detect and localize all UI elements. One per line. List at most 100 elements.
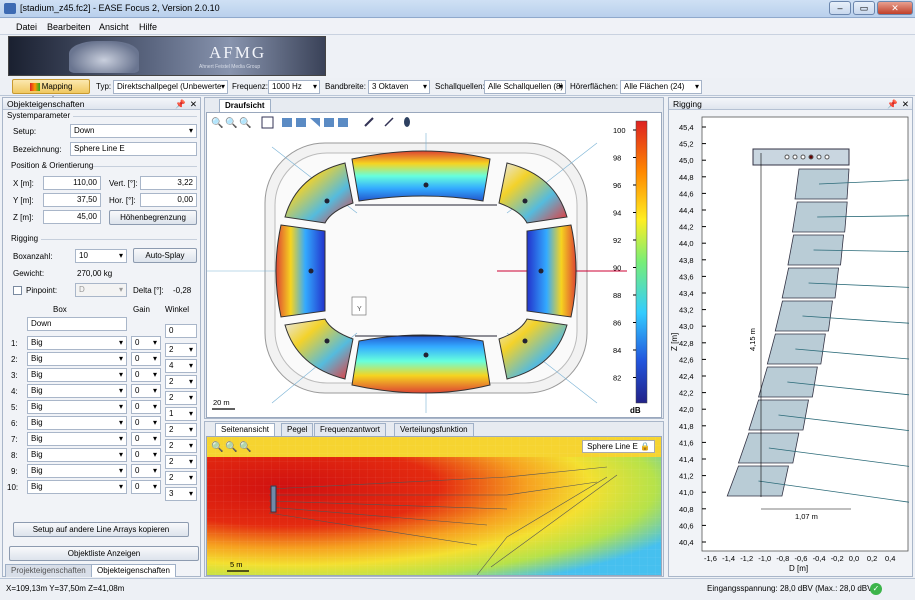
vert-input[interactable]: 3,22 bbox=[140, 176, 197, 190]
rig-row-gain-select[interactable]: 0 bbox=[131, 480, 161, 494]
objektliste-button[interactable]: Objektliste Anzeigen bbox=[9, 546, 199, 561]
svg-text:🔍: 🔍 bbox=[239, 440, 251, 453]
rigging-chart: 45,4 45,2 45,0 44,8 44,6 44,4 44,2 44,0 43,8 43,6… bbox=[670, 116, 910, 573]
menu-hilfe[interactable]: Hilfe bbox=[139, 22, 158, 32]
app-icon bbox=[4, 3, 16, 14]
tab-projekteigenschaften[interactable]: Projekteigenschaften bbox=[5, 564, 92, 577]
boxanzahl-select[interactable]: 10 bbox=[75, 249, 127, 263]
rig-row-number: 6: bbox=[11, 419, 18, 428]
draufsicht-canvas[interactable]: 🔍 🔍 🔍 bbox=[206, 112, 662, 418]
bandbreite-select[interactable]: 3 Oktaven bbox=[368, 80, 430, 94]
rig-row-box-select[interactable]: Big bbox=[27, 336, 127, 350]
side-view-canvas[interactable]: 🔍 🔍 🔍 5 m Sphere Line E 🔒 bbox=[206, 436, 662, 576]
rig-row-gain-select[interactable]: 0 bbox=[131, 352, 161, 366]
tab-pegel[interactable]: Pegel bbox=[281, 423, 314, 436]
rig-row-winkel-select[interactable]: 3 bbox=[165, 487, 197, 501]
rig-row-box-select[interactable]: Big bbox=[27, 400, 127, 414]
rig-row-winkel-select[interactable]: 1 bbox=[165, 407, 197, 421]
rig-row-winkel-select[interactable]: 2 bbox=[165, 391, 197, 405]
rig-row-box-select[interactable]: Big bbox=[27, 432, 127, 446]
rigging-y-tick: 45,0 bbox=[679, 156, 694, 165]
minimize-button[interactable]: – bbox=[829, 1, 851, 15]
close-button[interactable]: ✕ bbox=[877, 1, 913, 15]
colorbar-tick: 98 bbox=[613, 154, 621, 163]
tab-draufsicht[interactable]: Draufsicht bbox=[219, 99, 271, 112]
rig-row-box-select[interactable]: Big bbox=[27, 448, 127, 462]
rigging-y-tick: 40,8 bbox=[679, 505, 694, 514]
tab-seitenansicht[interactable]: Seitenansicht bbox=[215, 423, 276, 436]
lock-icon[interactable]: 🔒 bbox=[640, 442, 650, 451]
y-input[interactable]: 37,50 bbox=[43, 193, 101, 207]
rig-row-number: 5: bbox=[11, 403, 18, 412]
menu-bearbeiten[interactable]: Bearbeiten bbox=[47, 22, 91, 32]
top-box-input[interactable]: Down bbox=[27, 317, 127, 331]
rig-row-winkel-select[interactable]: 2 bbox=[165, 375, 197, 389]
rig-row-box-select[interactable]: Big bbox=[27, 464, 127, 478]
rig-row-box-select[interactable]: Big bbox=[27, 384, 127, 398]
rig-row-box-select[interactable]: Big bbox=[27, 480, 127, 494]
rig-row-gain-select[interactable]: 0 bbox=[131, 448, 161, 462]
rig-pin bbox=[792, 154, 798, 160]
hor-input[interactable]: 0,00 bbox=[140, 193, 197, 207]
typ-select[interactable]: Direktschallpegel (Unbewerte bbox=[113, 80, 228, 94]
draufsicht-panel: Draufsicht bbox=[204, 97, 664, 419]
panel-close-icon[interactable]: ✕ bbox=[189, 99, 197, 109]
tab-objekteigenschaften[interactable]: Objekteigenschaften bbox=[91, 564, 176, 577]
pinpoint-select[interactable]: D bbox=[75, 283, 127, 297]
hoehenbegrenzung-button[interactable]: Höhenbegrenzung bbox=[109, 210, 197, 225]
rigging-y-tick: 45,2 bbox=[679, 140, 694, 149]
rig-row-winkel-select[interactable]: 2 bbox=[165, 423, 197, 437]
top-winkel-input[interactable]: 0 bbox=[165, 324, 197, 338]
rigging-y-tick: 43,0 bbox=[679, 322, 694, 331]
hoererflaechen-select[interactable]: Alle Flächen (24) bbox=[620, 80, 702, 94]
rigging-x-tick: 0,4 bbox=[885, 554, 895, 563]
panel-close-icon[interactable]: ✕ bbox=[901, 99, 909, 109]
svg-text:🔍: 🔍 bbox=[211, 440, 223, 453]
rig-row-gain-select[interactable]: 0 bbox=[131, 400, 161, 414]
rig-row-winkel-select[interactable]: 2 bbox=[165, 343, 197, 357]
rig-row-winkel-select[interactable]: 2 bbox=[165, 439, 197, 453]
rigging-y-tick: 41,0 bbox=[679, 488, 694, 497]
bezeichnung-input[interactable]: Sphere Line E bbox=[70, 142, 197, 156]
rig-row-box-select[interactable]: Big bbox=[27, 368, 127, 382]
tab-verteilungsfunktion[interactable]: Verteilungsfunktion bbox=[394, 423, 474, 436]
rigging-ray bbox=[818, 179, 910, 185]
rig-row-gain-select[interactable]: 0 bbox=[131, 416, 161, 430]
rig-row-winkel-select[interactable]: 2 bbox=[165, 471, 197, 485]
colorbar-tick: 92 bbox=[613, 236, 621, 245]
col-winkel-header: Winkel bbox=[165, 305, 190, 314]
rig-row-box-select[interactable]: Big bbox=[27, 416, 127, 430]
rig-row-gain-select[interactable]: 0 bbox=[131, 336, 161, 350]
menu-ansicht[interactable]: Ansicht bbox=[99, 22, 129, 32]
rigging-y-tick: 44,4 bbox=[679, 206, 694, 215]
rig-row-winkel-select[interactable]: 2 bbox=[165, 455, 197, 469]
rigging-y-tick: 43,8 bbox=[679, 256, 694, 265]
zoom-tools[interactable]: 🔍 🔍 🔍 bbox=[211, 116, 410, 129]
rig-row-gain-select[interactable]: 0 bbox=[131, 384, 161, 398]
pin-icon[interactable]: 📌 bbox=[887, 99, 898, 109]
rig-row-gain-select[interactable]: 0 bbox=[131, 368, 161, 382]
tab-frequenzantwort[interactable]: Frequenzantwort bbox=[314, 423, 387, 436]
side-zoom-tools[interactable]: 🔍 🔍 🔍 bbox=[211, 440, 251, 453]
maximize-button[interactable]: ▭ bbox=[853, 1, 875, 15]
rigging-x-tick: -1,0 bbox=[758, 554, 771, 563]
x-input[interactable]: 110,00 bbox=[43, 176, 101, 190]
auto-splay-button[interactable]: Auto-Splay bbox=[133, 248, 197, 263]
schallquellen-select[interactable]: Alle Schallquellen (8) bbox=[484, 80, 566, 94]
rig-row-box-select[interactable]: Big bbox=[27, 352, 127, 366]
frequenz-select[interactable]: 1000 Hz bbox=[268, 80, 320, 94]
menu-datei[interactable]: Datei bbox=[16, 22, 38, 32]
pinpoint-checkbox[interactable] bbox=[13, 286, 22, 295]
copy-setup-button[interactable]: Setup auf andere Line Arrays kopieren bbox=[13, 522, 189, 537]
mapping-button[interactable]: Mapping anzeigen bbox=[12, 79, 90, 104]
rigging-ylabel: Z [m] bbox=[670, 333, 679, 351]
rig-row-gain-select[interactable]: 0 bbox=[131, 464, 161, 478]
z-input[interactable]: 45,00 bbox=[43, 210, 101, 224]
rig-row-gain-select[interactable]: 0 bbox=[131, 432, 161, 446]
setup-select[interactable]: Down bbox=[70, 124, 197, 138]
rigging-heading: Rigging bbox=[11, 234, 39, 243]
rig-pin bbox=[800, 154, 806, 160]
pin-icon[interactable]: 📌 bbox=[175, 99, 186, 109]
main-toolbar: Mapping anzeigen Typ: Direktschallpegel … bbox=[0, 78, 915, 104]
rig-row-winkel-select[interactable]: 4 bbox=[165, 359, 197, 373]
